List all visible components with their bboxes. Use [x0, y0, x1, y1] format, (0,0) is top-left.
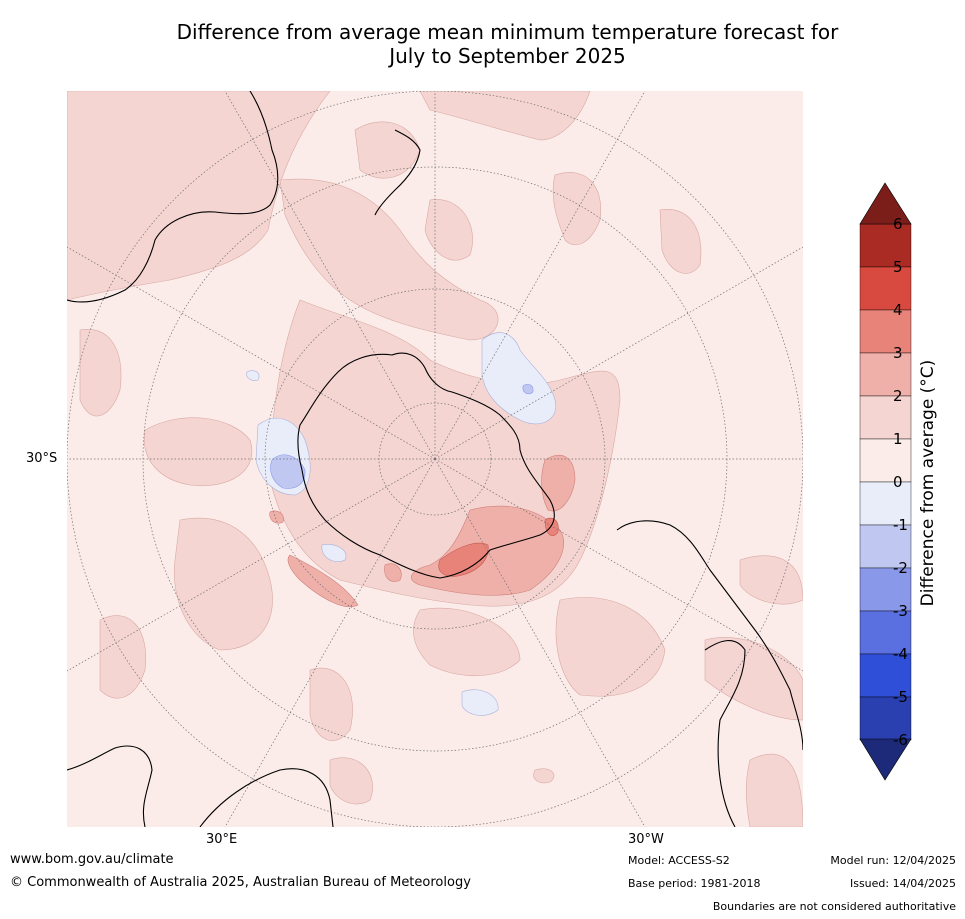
colorbar-tick-label: 5 — [893, 258, 903, 276]
colorbar-extend-bottom — [859, 738, 912, 781]
colorbar-bin — [859, 395, 912, 440]
colorbar-tick-label: -3 — [893, 602, 908, 620]
lon-label-30w: 30°W — [628, 832, 664, 847]
colorbar-bin — [859, 309, 912, 354]
coastline-new-zealand — [374, 129, 421, 216]
colorbar-tick-label: -6 — [893, 731, 908, 749]
colorbar-tick-label: 2 — [893, 387, 903, 405]
colorbar-extend-top — [859, 182, 912, 225]
coastline-antarctica — [297, 352, 555, 579]
title-line-2: July to September 2025 — [389, 44, 626, 68]
colorbar-bin — [859, 696, 912, 741]
colorbar-tick-label: 1 — [893, 430, 903, 448]
footer-model: Model: ACCESS-S2 — [628, 854, 730, 867]
colorbar-bin — [859, 610, 912, 655]
colorbar-tick-label: -2 — [893, 559, 908, 577]
map-panel — [67, 91, 803, 827]
colorbar-tick-label: 3 — [893, 344, 903, 362]
colorbar-tick-label: 4 — [893, 301, 903, 319]
colorbar-tick-label: -5 — [893, 688, 908, 706]
lon-label-30e: 30°E — [206, 832, 238, 847]
footer-copyright: © Commonwealth of Australia 2025, Austra… — [10, 875, 471, 890]
footer-issued: Issued: 14/04/2025 — [849, 877, 956, 890]
colorbar-bin — [859, 438, 912, 483]
footer-url[interactable]: www.bom.gov.au/climate — [10, 852, 174, 867]
coastline-south-america — [616, 520, 803, 751]
anomaly-3-4-regions — [438, 517, 559, 577]
coastline-southern-africa — [67, 745, 153, 827]
colorbar-tick-label: -4 — [893, 645, 908, 663]
map-title: Difference from average mean minimum tem… — [0, 20, 965, 68]
colorbar-bins — [859, 223, 912, 741]
colorbar-bin — [859, 266, 912, 311]
colorbar-bin — [859, 352, 912, 397]
footer-model-run: Model run: 12/04/2025 — [830, 854, 956, 867]
colorbar-tick-label: 6 — [893, 215, 903, 233]
coastlines — [67, 91, 803, 827]
colorbar-bin — [859, 481, 912, 526]
colorbar-tick-label: 0 — [893, 473, 903, 491]
colorbar — [859, 182, 912, 781]
colorbar-bin — [859, 223, 912, 268]
colorbar-bin — [859, 653, 912, 698]
coastline-australia — [67, 91, 279, 303]
colorbar-title: Difference from average (°C) — [918, 359, 938, 607]
anomaly-neg1-neg2-regions — [270, 383, 534, 489]
graticule — [67, 91, 803, 827]
title-line-1: Difference from average mean minimum tem… — [176, 20, 839, 44]
footer-disclaimer: Boundaries are not considered authoritat… — [712, 900, 956, 913]
lat-label-30s: 30°S — [26, 451, 58, 466]
footer-base-period: Base period: 1981-2018 — [628, 877, 761, 890]
colorbar-tick-label: -1 — [893, 516, 908, 534]
